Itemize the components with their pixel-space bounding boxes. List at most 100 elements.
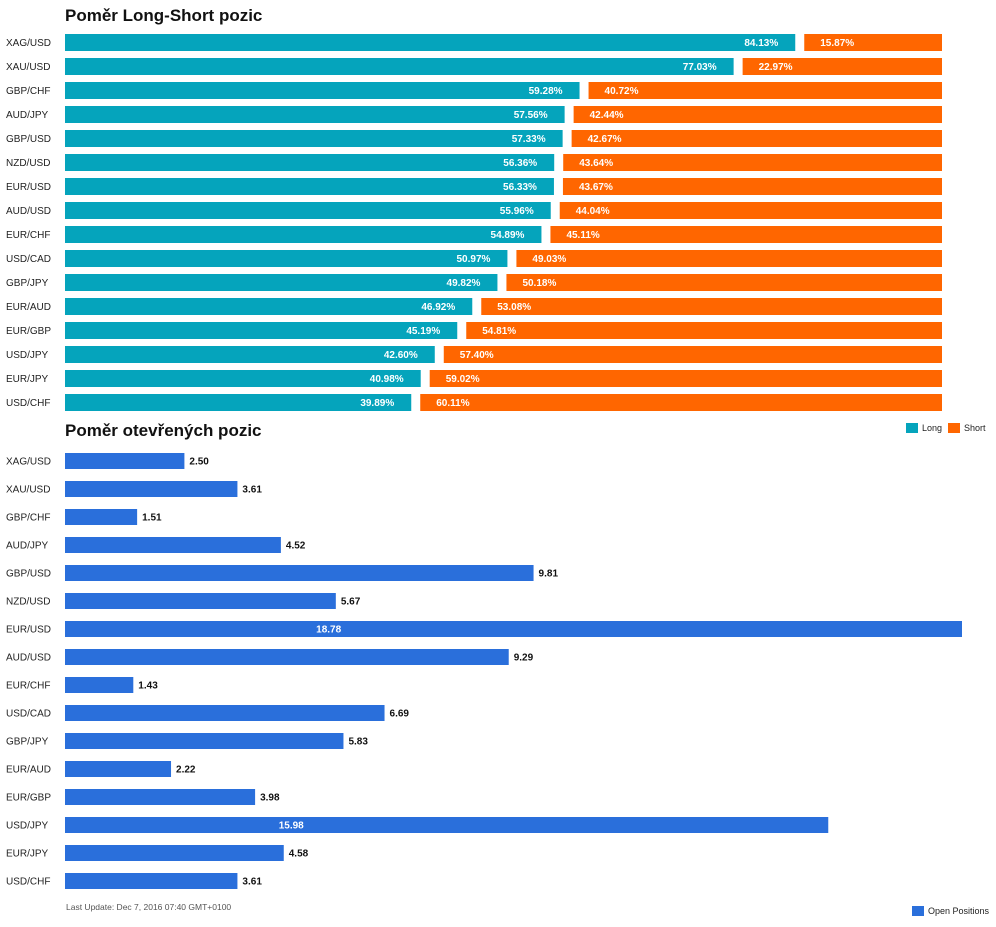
open-positions-value-label-nzd-usd: 5.67 [341, 597, 361, 608]
open-positions-bar-eur-gbp [65, 789, 256, 805]
open-positions-value-label-xag-usd: 2.50 [189, 457, 209, 468]
open-positions-value-label-gbp-chf: 1.51 [142, 513, 162, 524]
category-label-eur-usd: EUR/USD [6, 182, 51, 193]
short-value-label-gbp-chf: 40.72% [605, 86, 639, 97]
long-bar-xau-usd [65, 58, 734, 75]
short-value-label-aud-usd: 44.04% [576, 206, 610, 217]
open-positions-value-label-usd-cad: 6.69 [390, 709, 410, 720]
legend-short-label: Short [964, 423, 986, 433]
category-label-open-aud-usd: AUD/USD [6, 653, 51, 664]
short-bar-eur-chf [550, 226, 942, 243]
open-positions-bar-gbp-usd [65, 565, 534, 581]
open-positions-bar-usd-jpy [65, 817, 829, 833]
short-value-label-nzd-usd: 43.64% [579, 158, 613, 169]
open-positions-value-label-aud-usd: 9.29 [514, 653, 534, 664]
long-bar-eur-aud [65, 298, 473, 315]
long-value-label-xag-usd: 84.13% [744, 38, 778, 49]
short-value-label-aud-jpy: 42.44% [590, 110, 624, 121]
short-bar-xag-usd [804, 34, 942, 51]
open-positions-bar-xau-usd [65, 481, 238, 497]
legend-open-positions[interactable]: Open Positions [912, 906, 989, 916]
short-bar-gbp-usd [571, 130, 942, 147]
open-positions-bar-xag-usd [65, 453, 185, 469]
open-positions-value-label-eur-gbp: 3.98 [260, 793, 280, 804]
long-bar-xag-usd [65, 34, 796, 51]
open-positions-bar-usd-cad [65, 705, 385, 721]
legend-long[interactable]: Long [906, 423, 942, 433]
long-bar-aud-jpy [65, 106, 565, 123]
short-bar-usd-jpy [443, 346, 942, 363]
category-label-eur-aud: EUR/AUD [6, 302, 51, 313]
long-value-label-gbp-jpy: 49.82% [447, 278, 481, 289]
category-label-open-eur-chf: EUR/CHF [6, 681, 50, 692]
category-label-eur-jpy: EUR/JPY [6, 374, 49, 385]
open-positions-value-label-gbp-jpy: 5.83 [348, 737, 368, 748]
category-label-open-usd-cad: USD/CAD [6, 709, 51, 720]
short-bar-gbp-jpy [506, 274, 942, 291]
open-positions-value-label-eur-jpy: 4.58 [289, 849, 309, 860]
open-positions-value-label-eur-aud: 2.22 [176, 765, 196, 776]
long-value-label-eur-jpy: 40.98% [370, 374, 404, 385]
long-value-label-aud-jpy: 57.56% [514, 110, 548, 121]
open-positions-bar-eur-usd [65, 621, 962, 637]
category-label-open-eur-jpy: EUR/JPY [6, 849, 49, 860]
category-label-aud-jpy: AUD/JPY [6, 110, 49, 121]
long-value-label-eur-gbp: 45.19% [406, 326, 440, 337]
legend-open-positions-swatch [912, 906, 924, 916]
short-value-label-eur-jpy: 59.02% [446, 374, 480, 385]
legend-long-label: Long [922, 423, 943, 433]
long-value-label-eur-usd: 56.33% [503, 182, 537, 193]
open-positions-bar-nzd-usd [65, 593, 336, 609]
category-label-open-eur-aud: EUR/AUD [6, 765, 51, 776]
open-positions-bar-aud-usd [65, 649, 509, 665]
short-bar-nzd-usd [563, 154, 942, 171]
long-value-label-gbp-chf: 59.28% [529, 86, 563, 97]
long-short-chart: XAG/USD 84.13% 15.87% XAU/USD 77.03% 22.97% GB… [6, 34, 942, 411]
short-bar-eur-jpy [429, 370, 942, 387]
long-value-label-usd-jpy: 42.60% [384, 350, 418, 361]
category-label-xag-usd: XAG/USD [6, 38, 51, 49]
short-bar-usd-cad [516, 250, 942, 267]
category-label-eur-gbp: EUR/GBP [6, 326, 51, 337]
short-bar-eur-aud [481, 298, 942, 315]
category-label-usd-cad: USD/CAD [6, 254, 51, 265]
category-label-open-xau-usd: XAU/USD [6, 485, 50, 496]
category-label-open-gbp-chf: GBP/CHF [6, 513, 50, 524]
legend-short-swatch [948, 423, 960, 433]
open-positions-bar-usd-chf [65, 873, 238, 889]
short-value-label-xau-usd: 22.97% [759, 62, 793, 73]
long-value-label-nzd-usd: 56.36% [503, 158, 537, 169]
category-label-open-usd-jpy: USD/JPY [6, 821, 49, 832]
long-value-label-usd-chf: 39.89% [360, 398, 394, 409]
short-value-label-usd-chf: 60.11% [436, 398, 469, 409]
category-label-gbp-usd: GBP/USD [6, 134, 51, 145]
long-bar-gbp-usd [65, 130, 563, 147]
short-bar-gbp-chf [588, 82, 942, 99]
category-label-open-nzd-usd: NZD/USD [6, 597, 50, 608]
long-value-label-eur-aud: 46.92% [421, 302, 455, 313]
category-label-open-aud-jpy: AUD/JPY [6, 541, 49, 552]
long-bar-usd-chf [65, 394, 412, 411]
short-bar-aud-jpy [573, 106, 942, 123]
open-positions-bar-eur-jpy [65, 845, 284, 861]
short-value-label-gbp-usd: 42.67% [588, 134, 622, 145]
category-label-nzd-usd: NZD/USD [6, 158, 50, 169]
long-bar-usd-cad [65, 250, 508, 267]
category-label-open-gbp-usd: GBP/USD [6, 569, 51, 580]
open-positions-value-label-eur-usd: 18.78 [316, 625, 341, 636]
short-value-label-eur-aud: 53.08% [497, 302, 531, 313]
short-value-label-eur-usd: 43.67% [579, 182, 613, 193]
category-label-open-gbp-jpy: GBP/JPY [6, 737, 49, 748]
open-positions-bar-gbp-jpy [65, 733, 344, 749]
long-bar-aud-usd [65, 202, 551, 219]
open-positions-value-label-aud-jpy: 4.52 [286, 541, 306, 552]
short-value-label-gbp-jpy: 50.18% [522, 278, 556, 289]
short-bar-eur-gbp [466, 322, 942, 339]
legend-short[interactable]: Short [948, 423, 986, 433]
category-label-eur-chf: EUR/CHF [6, 230, 50, 241]
category-label-usd-chf: USD/CHF [6, 398, 50, 409]
last-update-text: Last Update: Dec 7, 2016 07:40 GMT+0100 [66, 902, 232, 912]
open-positions-value-label-gbp-usd: 9.81 [539, 569, 559, 580]
category-label-open-usd-chf: USD/CHF [6, 877, 50, 888]
